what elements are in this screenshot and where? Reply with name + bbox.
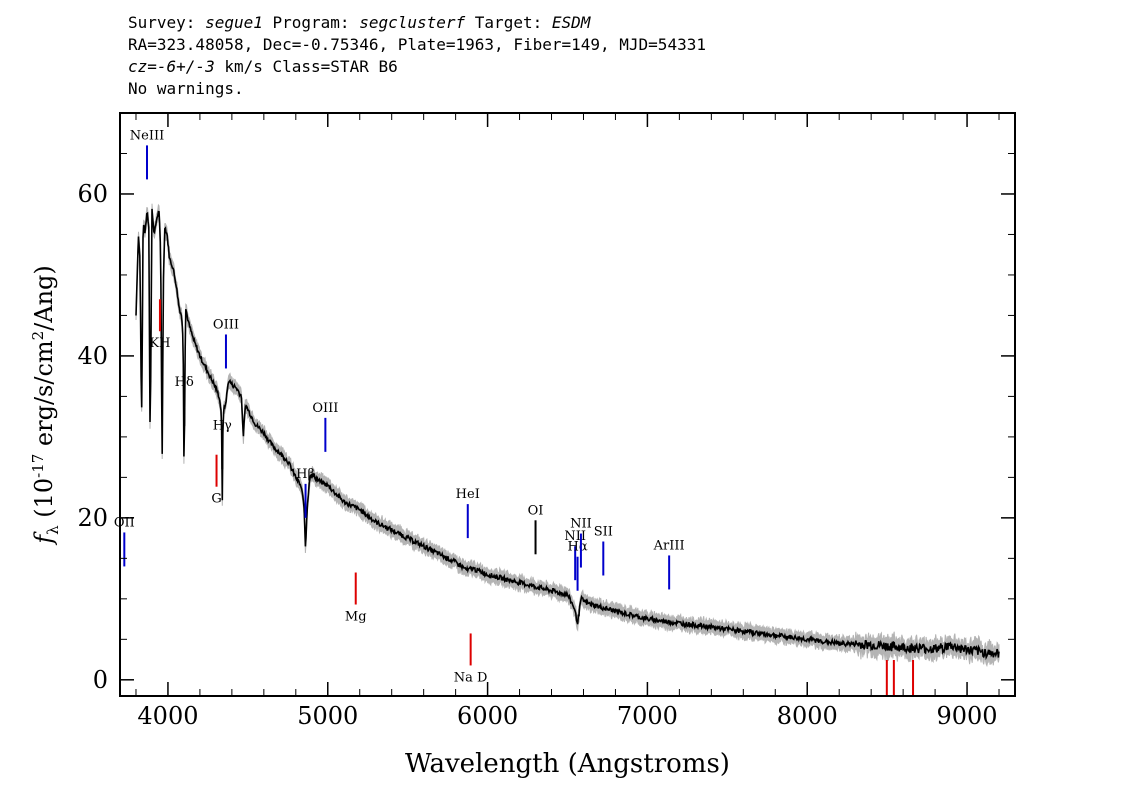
program-value: segclusterf: [359, 13, 466, 32]
error-envelope: [135, 203, 1000, 668]
x-tick-label: 7000: [617, 702, 678, 730]
survey-label: Survey:: [128, 13, 206, 32]
x-tick-label: 9000: [937, 702, 998, 730]
survey-value: segue1: [205, 13, 263, 32]
axis-ticks: 4000 5000 6000 7000 8000 9000 0 20 40 60: [77, 112, 1015, 730]
x-tick-label: 4000: [137, 702, 198, 730]
y-tick-label: 60: [77, 180, 108, 208]
header-line-coords: RA=323.48058, Dec=-0.75346, Plate=1963, …: [128, 35, 706, 54]
x-tick-label: 6000: [457, 702, 518, 730]
spectral-line-label: NII: [570, 517, 592, 532]
program-label: Program:: [262, 13, 360, 32]
plot-frame: [119, 112, 1016, 697]
x-tick-label: 8000: [777, 702, 838, 730]
spectral-line-label: Hα: [568, 540, 588, 555]
spectral-line-label: NeIII: [130, 128, 164, 143]
spectrum-header: Survey: segue1 Program: segclusterf Targ…: [128, 12, 706, 100]
header-line-warnings: No warnings.: [128, 79, 244, 98]
class-value: km/s Class=STAR B6: [214, 57, 398, 76]
spectral-line-label: Hδ: [175, 375, 194, 390]
header-line-redshift: cz=-6+/-3 km/s Class=STAR B6: [128, 56, 706, 78]
spectral-line-label: ArIII: [653, 538, 685, 553]
y-tick-label: 0: [93, 666, 108, 694]
x-tick-label: 5000: [297, 702, 358, 730]
header-line-survey: Survey: segue1 Program: segclusterf Targ…: [128, 12, 706, 34]
y-tick-label: 40: [77, 342, 108, 370]
spectral-line-label: Mg: [345, 610, 367, 625]
spectral-line-label: OIII: [213, 317, 239, 332]
error-band: [135, 203, 1000, 668]
spectral-line-label: OI: [528, 503, 544, 518]
spectral-line-label: SII: [594, 525, 613, 540]
spectral-line-label: G: [211, 492, 221, 507]
cz-value: cz=-6+/-3: [128, 57, 215, 76]
spectral-line-label: KH: [149, 336, 170, 351]
flux-series: [135, 208, 1000, 661]
y-axis-title: fλ (10-17 erg/s/cm2/Ang): [29, 265, 62, 546]
x-axis-title: Wavelength (Angstroms): [405, 749, 730, 779]
spectral-line-label: OIII: [312, 401, 338, 416]
target-label: Target:: [465, 13, 552, 32]
y-tick-label: 20: [77, 504, 108, 532]
flux-line: [135, 208, 1000, 661]
target-value: ESDM: [551, 13, 591, 32]
spectral-line-label: Na D: [454, 670, 488, 685]
spectral-line-label: Hγ: [213, 418, 232, 433]
spectral-lines: OIINeIIIHδHγOIIIHβOIIIHeIOINIIHαNIISIIAr…: [114, 128, 915, 696]
spectral-line-label: HeI: [456, 487, 480, 502]
spectral-line-label: Hβ: [296, 467, 315, 482]
